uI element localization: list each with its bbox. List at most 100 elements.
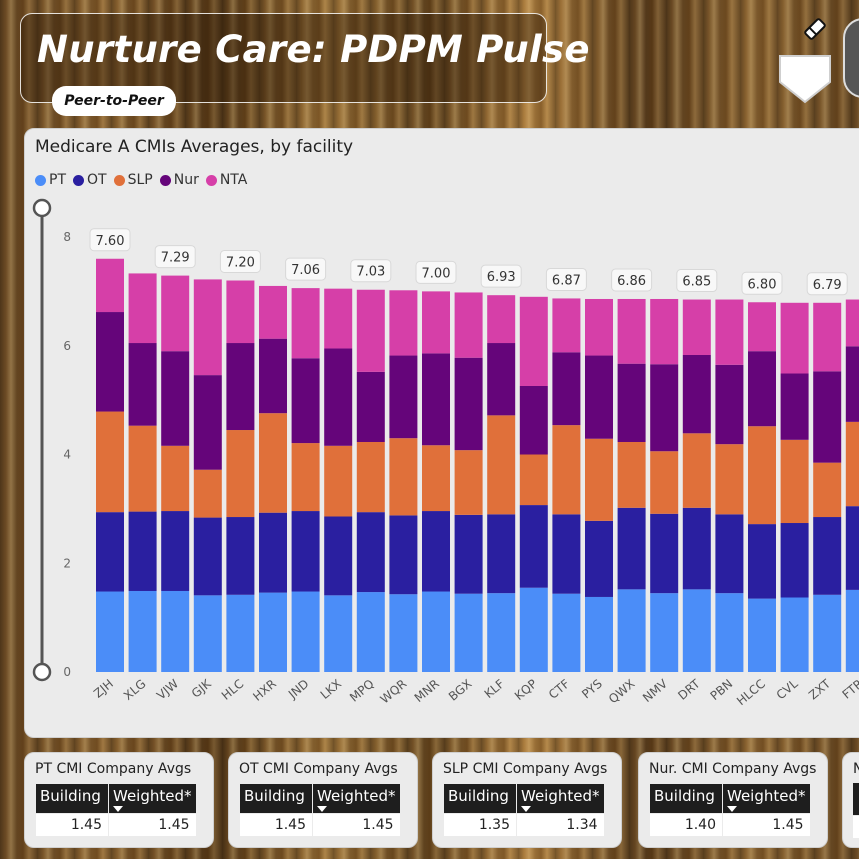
bar-segment-nta[interactable] (291, 288, 320, 359)
bar-segment-nur[interactable] (519, 385, 548, 455)
bar-segment-slp[interactable] (128, 425, 157, 512)
bar-segment-pt[interactable] (780, 597, 809, 672)
bar-segment-ot[interactable] (193, 517, 222, 596)
bar-segment-pt[interactable] (813, 594, 842, 672)
bar-segment-ot[interactable] (487, 514, 516, 594)
bar-segment-pt[interactable] (324, 595, 353, 672)
bar-segment-nta[interactable] (682, 299, 711, 355)
col-building[interactable]: Building (239, 783, 313, 814)
bar-segment-slp[interactable] (291, 443, 320, 512)
legend-item-nur[interactable]: Nur (159, 172, 199, 188)
bar-segment-ot[interactable] (422, 511, 450, 592)
col-building[interactable]: Building (443, 783, 517, 814)
bar-segment-slp[interactable] (324, 445, 353, 517)
bar-segment-nur[interactable] (389, 355, 418, 439)
bar-segment-nur[interactable] (422, 353, 450, 446)
bar-segment-nur[interactable] (487, 343, 516, 416)
bar-segment-pt[interactable] (487, 593, 516, 672)
legend-item-slp[interactable]: SLP (113, 172, 153, 188)
bar-segment-pt[interactable] (128, 590, 157, 672)
bar-segment-nur[interactable] (161, 351, 190, 446)
bar-segment-ot[interactable] (552, 514, 581, 594)
bar-segment-slp[interactable] (161, 445, 190, 512)
bar-segment-ot[interactable] (161, 511, 190, 591)
bar-segment-pt[interactable] (226, 594, 255, 672)
bar-segment-nta[interactable] (324, 288, 353, 349)
bar-segment-nta[interactable] (356, 289, 385, 372)
bar-segment-nta[interactable] (585, 298, 613, 356)
bar-segment-ot[interactable] (715, 514, 744, 594)
bar-segment-nur[interactable] (259, 338, 287, 414)
bar-segment-nta[interactable] (454, 292, 483, 358)
bar-segment-pt[interactable] (715, 593, 744, 672)
bar-segment-ot[interactable] (780, 523, 809, 598)
bar-segment-nta[interactable] (193, 279, 222, 376)
col-weighted[interactable]: Weighted* (516, 783, 605, 814)
bar-segment-slp[interactable] (226, 430, 255, 518)
bar-segment-slp[interactable] (813, 462, 842, 518)
bar-segment-ot[interactable] (259, 512, 287, 593)
bar-segment-nta[interactable] (715, 299, 744, 365)
bar-segment-slp[interactable] (389, 438, 418, 516)
bar-segment-slp[interactable] (780, 439, 809, 524)
bar-segment-nur[interactable] (585, 355, 613, 439)
bar-segment-nur[interactable] (96, 312, 124, 412)
bar-segment-nur[interactable] (650, 364, 679, 452)
bar-segment-nta[interactable] (552, 298, 581, 353)
bar-segment-nta[interactable] (650, 298, 679, 365)
bar-segment-slp[interactable] (454, 450, 483, 515)
legend-item-pt[interactable]: PT (35, 172, 66, 188)
bar-segment-ot[interactable] (454, 514, 483, 594)
legend-item-nta[interactable]: NTA (205, 172, 247, 188)
bar-segment-nta[interactable] (748, 302, 776, 352)
peer-to-peer-button[interactable]: Peer-to-Peer (52, 86, 176, 116)
bar-segment-ot[interactable] (128, 511, 157, 591)
bar-segment-nta[interactable] (487, 295, 516, 344)
bar-segment-slp[interactable] (487, 415, 516, 515)
bar-segment-slp[interactable] (422, 445, 450, 512)
bar-segment-pt[interactable] (259, 592, 287, 672)
bar-segment-ot[interactable] (519, 505, 548, 588)
bar-segment-slp[interactable] (650, 451, 679, 514)
bar-segment-nta[interactable] (422, 291, 450, 354)
bar-segment-pt[interactable] (356, 592, 385, 672)
bar-segment-slp[interactable] (845, 421, 859, 507)
bar-segment-nur[interactable] (324, 348, 353, 446)
bar-segment-nta[interactable] (813, 302, 842, 372)
bar-segment-nur[interactable] (715, 364, 744, 445)
bar-segment-nta[interactable] (128, 273, 157, 344)
bar-segment-pt[interactable] (422, 591, 450, 672)
side-panel-button[interactable] (843, 18, 859, 98)
bar-segment-nur[interactable] (748, 351, 776, 427)
bar-segment-pt[interactable] (454, 593, 483, 672)
bar-segment-nur[interactable] (454, 357, 483, 451)
slicer-handle-top[interactable] (32, 198, 52, 218)
bar-segment-nta[interactable] (96, 258, 124, 313)
bar-segment-nur[interactable] (356, 371, 385, 442)
bar-segment-pt[interactable] (617, 589, 646, 672)
bar-segment-pt[interactable] (845, 589, 859, 672)
eraser-icon[interactable] (800, 14, 830, 44)
bar-segment-nur[interactable] (813, 371, 842, 463)
bar-segment-nta[interactable] (226, 280, 255, 344)
bar-segment-pt[interactable] (161, 590, 190, 672)
bar-segment-nur[interactable] (291, 358, 320, 444)
bar-segment-nur[interactable] (617, 363, 646, 442)
bar-segment-slp[interactable] (552, 425, 581, 515)
bar-segment-slp[interactable] (259, 413, 287, 513)
bar-segment-ot[interactable] (389, 515, 418, 595)
bar-segment-ot[interactable] (813, 517, 842, 595)
bar-segment-nur[interactable] (193, 375, 222, 470)
bar-segment-nta[interactable] (259, 285, 287, 339)
col-weighted[interactable]: Weighted* (722, 783, 811, 814)
bar-segment-slp[interactable] (193, 469, 222, 518)
bar-segment-ot[interactable] (96, 512, 124, 592)
bar-segment-nta[interactable] (845, 299, 859, 347)
col-building[interactable]: Building (35, 783, 109, 814)
bar-segment-pt[interactable] (519, 587, 548, 672)
slicer-handle-bottom[interactable] (32, 662, 52, 682)
bar-segment-nta[interactable] (617, 298, 646, 364)
bar-segment-slp[interactable] (585, 438, 613, 521)
bar-segment-nta[interactable] (780, 302, 809, 374)
bar-segment-pt[interactable] (389, 594, 418, 672)
